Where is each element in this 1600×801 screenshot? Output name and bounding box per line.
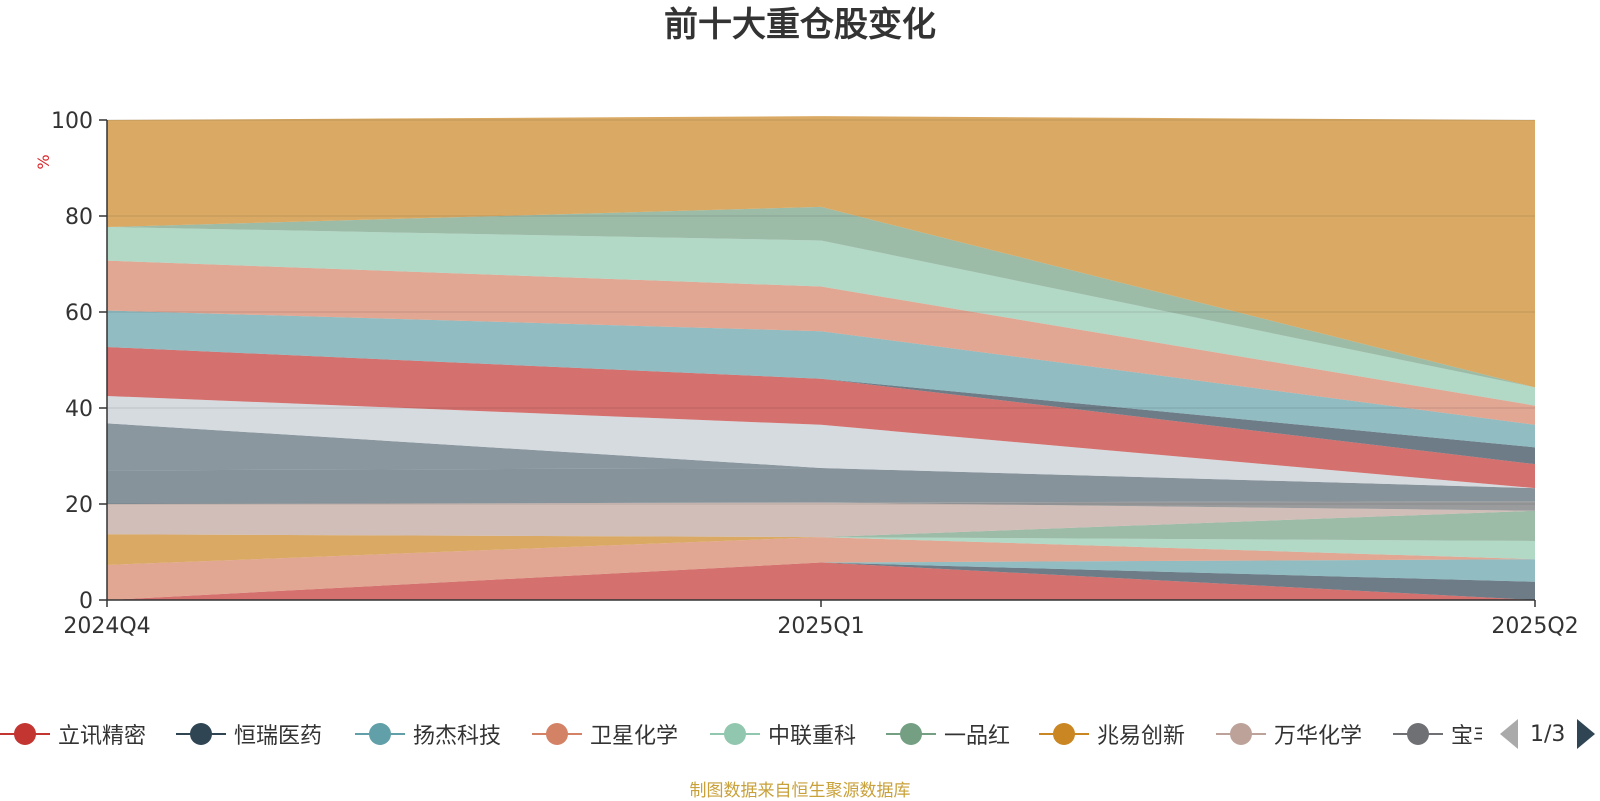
area-series-4	[107, 537, 1535, 565]
y-axis-label: %	[34, 154, 53, 169]
area-series-6	[107, 510, 1535, 565]
area-series-9	[107, 468, 1535, 504]
chart-title: 前十大重仓股变化	[664, 5, 936, 45]
legend-swatch-icon	[1039, 716, 1089, 752]
y-tick-label: 80	[65, 205, 93, 230]
legend-items: 立讯精密 恒瑞医药 扬杰科技 卫星化学 中联重科 一品红 兆易创新 万华化学 宝丰能源	[0, 716, 1482, 752]
legend-label: 万华化学	[1274, 724, 1363, 749]
legend-swatch-icon	[0, 716, 50, 752]
x-tick-label: 2024Q4	[63, 614, 150, 639]
y-tick-label: 100	[51, 109, 93, 134]
area-series-12	[107, 347, 1535, 489]
area-series-16	[107, 227, 1535, 406]
y-tick-label: 40	[65, 397, 93, 422]
legend-swatch-icon	[886, 716, 936, 752]
legend-item[interactable]: 万华化学	[1216, 716, 1362, 752]
area-series-1	[107, 562, 1535, 600]
area-series-15	[107, 260, 1535, 425]
legend-prev-page-icon[interactable]	[1500, 719, 1518, 749]
legend-label: 立讯精密	[58, 724, 147, 749]
legend-item[interactable]: 宝丰能源	[1393, 716, 1482, 752]
legend-swatch-icon	[355, 716, 405, 752]
area-series-8	[107, 501, 1535, 511]
area-series-0	[107, 562, 1535, 600]
legend-pager: 1/3	[1500, 716, 1596, 752]
area-series-3	[107, 537, 1535, 600]
y-tick-label: 20	[65, 493, 93, 518]
legend-swatch-icon	[1216, 716, 1266, 752]
y-tick-label: 0	[79, 589, 93, 614]
legend-swatch-icon	[532, 716, 582, 752]
legend-item[interactable]: 扬杰科技	[355, 716, 501, 752]
area-layers	[107, 116, 1535, 600]
legend-swatch-icon	[710, 716, 760, 752]
area-series-7	[107, 502, 1535, 538]
legend-item[interactable]: 中联重科	[710, 716, 856, 752]
legend-label: 恒瑞医药	[234, 724, 323, 749]
legend-label: 一品红	[944, 724, 1011, 749]
legend-swatch-icon	[176, 716, 226, 752]
legend-label: 卫星化学	[590, 724, 679, 749]
legend-item[interactable]: 恒瑞医药	[176, 716, 322, 752]
area-series-17	[107, 206, 1535, 388]
area-series-11	[107, 396, 1535, 489]
legend-swatch-icon	[1393, 716, 1443, 752]
area-series-10	[107, 423, 1535, 489]
legend-label: 兆易创新	[1097, 724, 1186, 749]
legend-item[interactable]: 立讯精密	[0, 716, 146, 752]
source-note: 制图数据来自恒生聚源数据库	[689, 781, 911, 801]
legend-next-page-icon[interactable]	[1577, 719, 1596, 749]
legend-item[interactable]: 一品红	[886, 716, 1010, 752]
x-tick-label: 2025Q1	[777, 614, 864, 639]
x-tick-label: 2025Q2	[1491, 614, 1578, 639]
legend-label: 中联重科	[768, 724, 857, 749]
area-series-2	[107, 559, 1535, 600]
area-series-18	[107, 116, 1535, 388]
legend-page-number: 1/3	[1530, 721, 1566, 747]
legend-label: 扬杰科技	[413, 724, 502, 749]
legend-item[interactable]: 兆易创新	[1039, 716, 1185, 752]
legend-item[interactable]: 卫星化学	[532, 716, 678, 752]
legend: 立讯精密 恒瑞医药 扬杰科技 卫星化学 中联重科 一品红 兆易创新 万华化学 宝丰能源 1/3	[0, 716, 1600, 752]
y-tick-label: 60	[65, 301, 93, 326]
area-series-14	[107, 310, 1535, 448]
legend-label: 宝丰能源	[1451, 724, 1482, 749]
area-series-5	[107, 510, 1535, 565]
